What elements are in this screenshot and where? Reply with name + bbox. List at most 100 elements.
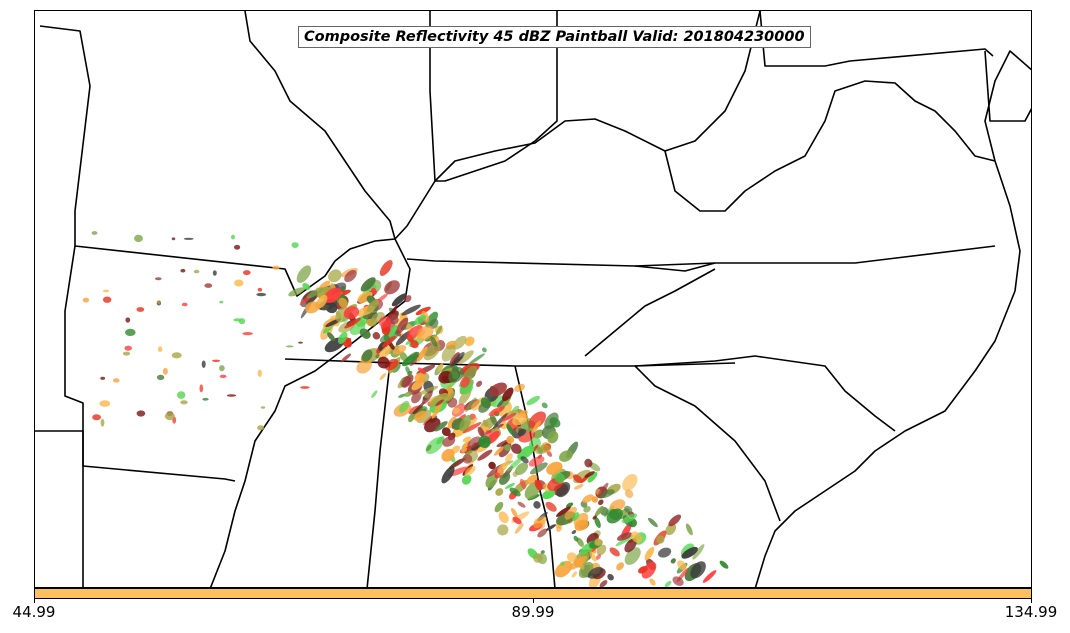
border-indiana-ohio [435,11,558,182]
paintball-blob [300,386,310,389]
paintball-blob [447,416,457,429]
paintball-blob [511,443,522,454]
paintball-blob [441,466,455,484]
paintball-blob [641,561,657,579]
paintball-blob [162,367,168,375]
paintball-blob [219,374,227,378]
paintball-blob [501,412,517,422]
paintball-blob [485,473,498,488]
paintball-blob [234,279,244,287]
paintball-blob [466,417,478,429]
paintball-blob [556,506,571,517]
paintball-blob [377,356,390,369]
paintball-blob [464,465,476,476]
paintball-blob [337,332,348,344]
paintball-blob [180,268,186,273]
paintball-blob [302,282,311,291]
paintball-blob [607,573,614,581]
paintball-blob [517,428,527,437]
paintball-blob [549,417,561,428]
paintball-blob [415,306,431,316]
paintball-blob [257,425,265,431]
paintball-blob [447,391,456,402]
paintball-blob [492,413,508,429]
paintball-blob [399,400,410,413]
paintball-blob [606,508,623,524]
paintball-blob [537,528,548,538]
paintball-blob [499,471,504,476]
paintball-blob [664,580,672,587]
paintball-blob [204,283,213,288]
paintball-blob [401,374,414,388]
paintball-blob [366,299,379,313]
paintball-blob [381,335,396,348]
paintball-blob [413,410,427,422]
border-west-virginia [759,11,994,67]
paintball-blob [414,372,426,384]
border-kentucky-tennessee [406,245,996,267]
paintball-blob [572,512,580,521]
paintball-blob [616,532,633,541]
paintball-blob [291,242,299,249]
paintball-blob [534,479,543,491]
paintball-blob [572,474,583,483]
paintball-blob [199,384,204,393]
paintball-blob [359,328,371,339]
paintball-blob [378,346,391,360]
paintball-blob [425,311,439,328]
paintball-blob [547,431,559,444]
paintball-blob [512,471,519,477]
paintball-blob [343,306,360,320]
paintball-blob [573,535,579,542]
paintball-blob [356,359,372,374]
paintball-blob [412,351,420,359]
paintball-blob [507,456,524,472]
paintball-blob [243,270,251,276]
paintball-blob [361,349,373,362]
paintball-blob [201,360,206,368]
paintball-blob [528,456,545,467]
paintball-blob [587,566,604,579]
border-nc-sc [634,355,896,432]
paintball-blob [498,511,509,524]
paintball-blob [345,337,352,344]
paintball-blob [219,365,225,372]
paintball-blob [599,580,608,587]
paintball-blob [367,317,378,327]
paintball-blob [514,462,529,476]
paintball-blob [598,499,604,506]
paintball-blob [595,554,602,560]
paintball-blob [82,297,90,303]
paintball-blob [423,415,433,426]
paintball-blob [462,422,482,434]
paintball-blob [171,352,182,359]
map-title: Composite Reflectivity 45 dBZ Paintball … [298,26,811,48]
paintball-blob [392,344,407,355]
paintball-blob [99,400,111,407]
paintball-blob [459,415,472,432]
paintball-blob [583,505,591,513]
colorbar-label-max: 134.99 [1004,603,1058,621]
paintball-blob [598,489,615,499]
paintball-blob [442,436,456,447]
paintball-blob [417,367,426,375]
paintball-blob [637,566,648,574]
paintball-blob [498,472,511,485]
paintball-blob [193,269,200,274]
border-nc-va [634,262,716,272]
paintball-blob [476,380,483,387]
paintball-blob [381,326,391,336]
paintball-blob [441,427,451,437]
paintball-blob [592,515,597,520]
paintball-blob [461,474,472,485]
paintball-blob [457,350,474,365]
border-missouri-east [39,25,396,297]
colorbar-tick-mid [533,599,534,603]
colorbar-label-min: 44.99 [12,603,56,621]
paintball-blob [428,348,434,354]
paintball-blob [512,516,522,525]
paintball-blob [531,420,541,433]
paintball-blob [533,429,544,439]
border-kentucky-virginia [664,80,996,212]
border-ohio-river [434,11,761,182]
